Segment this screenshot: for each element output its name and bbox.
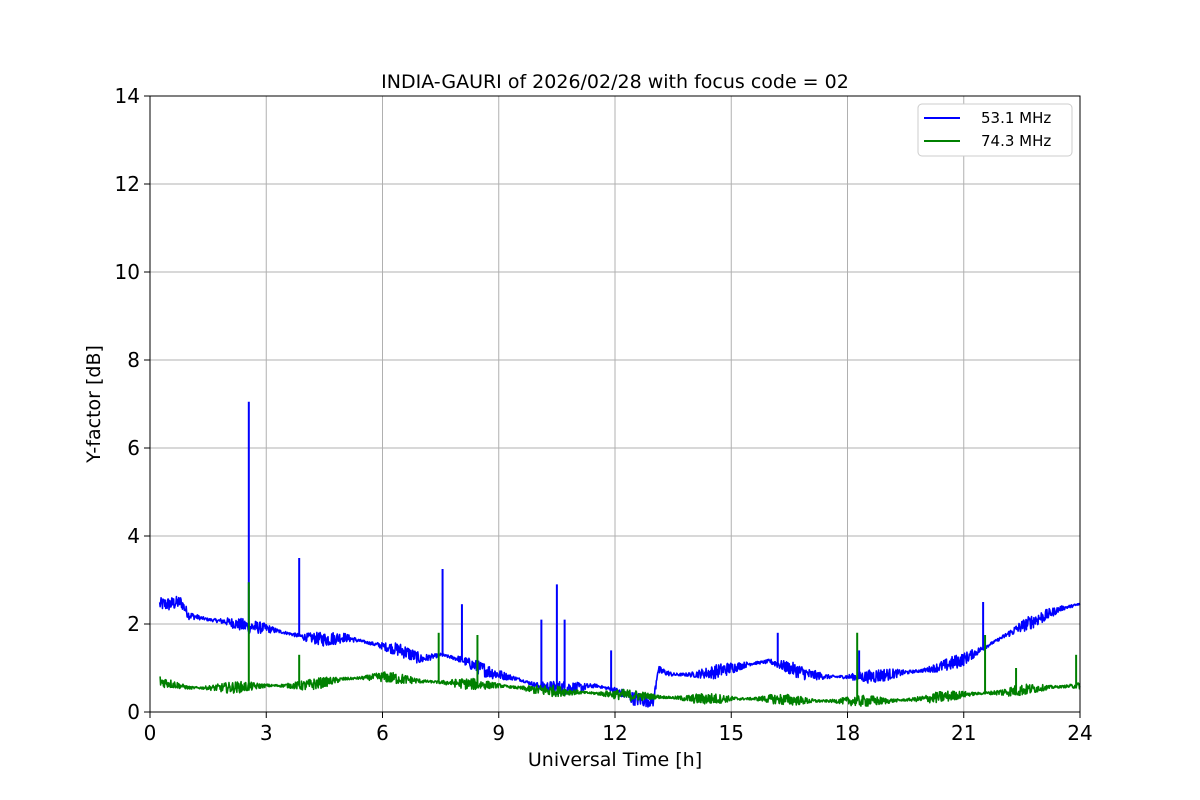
x-tick-label: 6	[376, 721, 389, 745]
y-tick-label: 14	[115, 84, 140, 108]
series-line-1	[159, 671, 1081, 707]
x-tick-label: 24	[1067, 721, 1092, 745]
x-tick-label: 3	[260, 721, 273, 745]
y-tick-label: 12	[115, 172, 140, 196]
series-line-0	[158, 595, 1081, 708]
y-tick-label: 4	[127, 524, 140, 548]
legend: 53.1 MHz 74.3 MHz	[917, 103, 1073, 157]
x-axis-label: Universal Time [h]	[528, 749, 702, 771]
y-axis-ticks: 0 2 4 6 8 10 12 14	[115, 84, 150, 724]
y-axis-label: Y-factor [dB]	[83, 345, 105, 464]
y-tick-label: 2	[127, 612, 140, 636]
x-tick-label: 12	[602, 721, 627, 745]
x-tick-label: 0	[144, 721, 157, 745]
legend-label-74-mhz: 74.3 MHz	[981, 132, 1051, 150]
y-tick-label: 10	[115, 260, 140, 284]
series-layer	[158, 401, 1081, 708]
x-axis-ticks: 0 3 6 9 12 15 18 21 24	[144, 712, 1093, 745]
x-tick-label: 9	[492, 721, 505, 745]
legend-label-53-mhz: 53.1 MHz	[981, 109, 1051, 127]
series-1	[159, 582, 1081, 707]
y-tick-label: 0	[127, 700, 140, 724]
y-tick-label: 6	[127, 436, 140, 460]
x-tick-label: 21	[951, 721, 976, 745]
chart-title: INDIA-GAURI of 2026/02/28 with focus cod…	[381, 71, 849, 93]
series-0	[158, 401, 1081, 708]
x-tick-label: 15	[719, 721, 744, 745]
x-tick-label: 18	[835, 721, 860, 745]
y-tick-label: 8	[127, 348, 140, 372]
